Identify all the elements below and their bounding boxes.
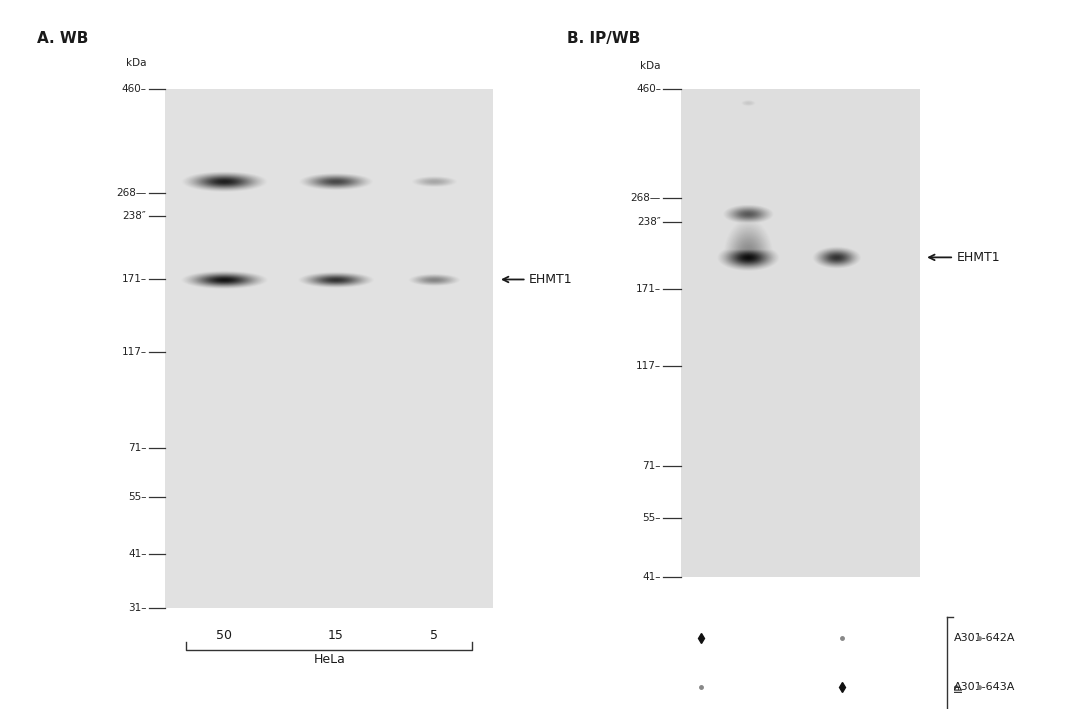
Text: kDa: kDa (640, 61, 661, 71)
Text: 460–: 460– (121, 84, 147, 94)
Text: 71–: 71– (643, 462, 661, 471)
Text: 31–: 31– (127, 603, 147, 613)
Text: A. WB: A. WB (37, 31, 89, 46)
Text: 460–: 460– (636, 84, 661, 94)
Text: A301-643A: A301-643A (954, 682, 1015, 692)
Text: 171–: 171– (121, 274, 147, 284)
Text: EHMT1: EHMT1 (529, 273, 572, 286)
Text: 15: 15 (328, 629, 343, 642)
Text: 117–: 117– (121, 347, 147, 357)
Text: 171–: 171– (636, 284, 661, 294)
Text: A301-642A: A301-642A (954, 633, 1015, 643)
Text: 55–: 55– (643, 513, 661, 523)
Text: 41–: 41– (127, 549, 147, 559)
Text: 117–: 117– (636, 361, 661, 371)
Text: kDa: kDa (126, 58, 147, 68)
Text: 41–: 41– (643, 572, 661, 582)
Text: IP: IP (954, 682, 964, 692)
Text: 71–: 71– (127, 443, 147, 453)
Text: HeLa: HeLa (313, 654, 346, 666)
Text: B. IP/WB: B. IP/WB (567, 31, 640, 46)
Text: 50: 50 (216, 629, 232, 642)
Text: 238″: 238″ (637, 217, 661, 228)
Text: 238″: 238″ (123, 211, 147, 221)
Text: 5: 5 (430, 629, 438, 642)
Text: 268—: 268— (117, 188, 147, 198)
Text: 55–: 55– (127, 493, 147, 503)
Text: EHMT1: EHMT1 (957, 251, 1000, 264)
Text: 268—: 268— (631, 194, 661, 203)
